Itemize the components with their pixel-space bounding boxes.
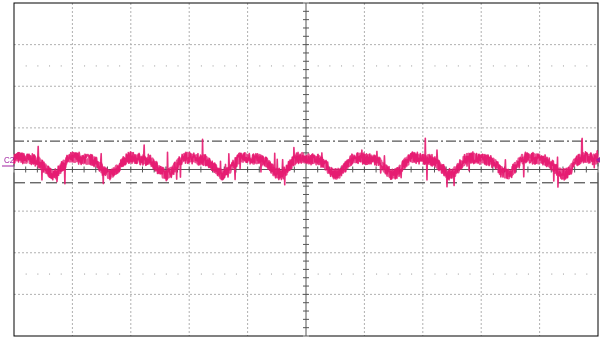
dot-marker <box>551 273 553 275</box>
dot-marker <box>329 65 331 67</box>
dot-marker <box>177 273 179 275</box>
dot-marker <box>411 273 413 275</box>
dot-marker <box>49 273 51 275</box>
dot-marker <box>399 273 401 275</box>
dot-marker <box>586 273 588 275</box>
dot-marker <box>235 273 237 275</box>
dot-marker <box>212 273 214 275</box>
dot-marker <box>387 273 389 275</box>
dot-marker <box>562 65 564 67</box>
dot-marker <box>341 65 343 67</box>
dot-marker <box>259 273 261 275</box>
dot-marker <box>84 273 86 275</box>
dot-marker <box>177 65 179 67</box>
dot-marker <box>165 273 167 275</box>
dot-marker <box>516 273 518 275</box>
dot-marker <box>60 273 62 275</box>
dot-marker <box>200 65 202 67</box>
dot-marker <box>376 273 378 275</box>
dot-marker <box>411 65 413 67</box>
dot-marker <box>200 273 202 275</box>
dot-marker <box>259 65 261 67</box>
dot-marker <box>457 65 459 67</box>
dot-marker <box>282 65 284 67</box>
graticule-dot-markers <box>25 65 588 275</box>
dot-marker <box>492 273 494 275</box>
channel-markers: C2 <box>2 156 600 167</box>
dot-marker <box>387 65 389 67</box>
dot-marker <box>469 65 471 67</box>
dot-marker <box>457 273 459 275</box>
dot-marker <box>469 273 471 275</box>
dot-marker <box>574 273 576 275</box>
channel-trace-group <box>13 137 600 188</box>
dot-marker <box>551 65 553 67</box>
dot-marker <box>95 65 97 67</box>
dot-marker <box>270 65 272 67</box>
trigger-level-marker <box>596 156 600 163</box>
dot-marker <box>25 273 27 275</box>
dot-marker <box>154 65 156 67</box>
dot-marker <box>212 65 214 67</box>
dot-marker <box>527 273 529 275</box>
dot-marker <box>270 273 272 275</box>
dot-marker <box>446 65 448 67</box>
dot-marker <box>282 273 284 275</box>
dot-marker <box>119 65 121 67</box>
dot-marker <box>60 65 62 67</box>
dot-marker <box>142 273 144 275</box>
dot-marker <box>84 65 86 67</box>
dot-marker <box>446 273 448 275</box>
dot-marker <box>352 273 354 275</box>
dot-marker <box>154 273 156 275</box>
dot-marker <box>527 65 529 67</box>
measurement-cursors <box>14 140 598 184</box>
channel-2-trace-envelope <box>13 151 600 180</box>
dot-marker <box>341 273 343 275</box>
dot-marker <box>25 65 27 67</box>
dot-marker <box>235 65 237 67</box>
dot-marker <box>37 273 39 275</box>
dot-marker <box>37 65 39 67</box>
dot-marker <box>317 65 319 67</box>
dot-marker <box>107 273 109 275</box>
dot-marker <box>504 65 506 67</box>
dot-marker <box>165 65 167 67</box>
dot-marker <box>492 65 494 67</box>
dot-marker <box>504 273 506 275</box>
dot-marker <box>119 273 121 275</box>
dot-marker <box>574 65 576 67</box>
dot-marker <box>434 273 436 275</box>
dot-marker <box>586 65 588 67</box>
dot-marker <box>399 65 401 67</box>
dot-marker <box>49 65 51 67</box>
dot-marker <box>95 273 97 275</box>
dot-marker <box>562 273 564 275</box>
dot-marker <box>107 65 109 67</box>
dot-marker <box>516 65 518 67</box>
dot-marker <box>294 273 296 275</box>
dot-marker <box>434 65 436 67</box>
dot-marker <box>329 273 331 275</box>
dot-marker <box>142 65 144 67</box>
dot-marker <box>376 65 378 67</box>
dot-marker <box>224 65 226 67</box>
dot-marker <box>317 273 319 275</box>
channel-label: C2 <box>4 156 15 165</box>
dot-marker <box>352 65 354 67</box>
dot-marker <box>294 65 296 67</box>
dot-marker <box>224 273 226 275</box>
